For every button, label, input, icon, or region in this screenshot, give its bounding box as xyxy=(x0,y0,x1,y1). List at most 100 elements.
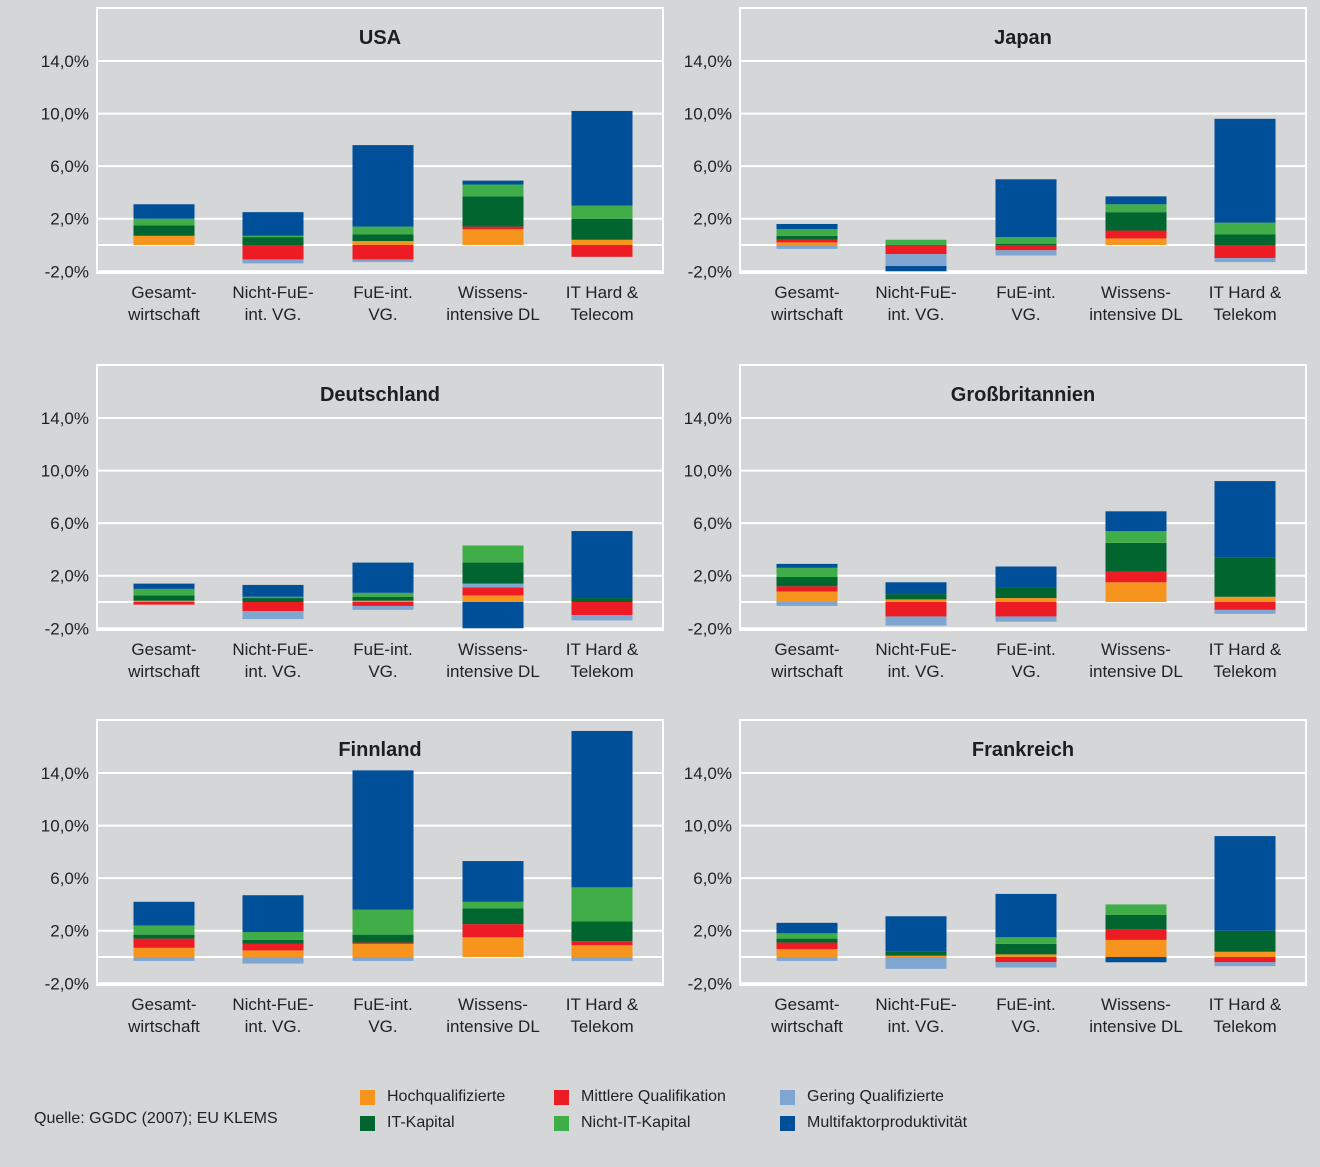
bar-mfp-2 xyxy=(242,895,304,933)
legend-swatch-it-kapital xyxy=(360,1115,375,1131)
category-label: int. VG. xyxy=(888,662,945,681)
category-label: int. VG. xyxy=(245,1017,302,1036)
bar-mittel-1 xyxy=(776,239,838,243)
bar-nitk-2 xyxy=(885,239,947,245)
bar-mfp-2 xyxy=(242,584,304,597)
panel-japan: 14,0% 10,0% 6,0% 2,0% -2,0% Gesamt-wirtschaft… xyxy=(684,7,1307,324)
bar-mittel-3 xyxy=(352,602,414,606)
y-tick-label: -2,0% xyxy=(45,619,89,638)
y-tick-label: 10,0% xyxy=(41,817,89,836)
bar-mfp-3 xyxy=(352,562,414,593)
bar-hoch-3 xyxy=(352,241,414,245)
bar-nitk-2 xyxy=(242,235,304,238)
y-tick-label: 6,0% xyxy=(693,869,732,888)
legend-swatch-multifaktorproduktivitaet xyxy=(780,1115,795,1131)
bar-mittel-3 xyxy=(352,245,414,260)
bar-nitk-3 xyxy=(995,937,1057,944)
bar-itk-4 xyxy=(1105,914,1167,930)
category-label: FuE-int. xyxy=(353,995,413,1014)
category-label: intensive DL xyxy=(446,305,540,324)
category-label: Nicht-FuE- xyxy=(232,283,313,302)
bar-mfp-4 xyxy=(1105,196,1167,205)
bar-hoch-4 xyxy=(1105,238,1167,245)
panel-title: Großbritannien xyxy=(951,384,1095,406)
bar-hoch-1 xyxy=(133,600,195,602)
category-label: Gesamt- xyxy=(774,283,839,302)
y-tick-label: -2,0% xyxy=(688,262,732,281)
bar-mfp-1 xyxy=(776,223,838,230)
bar-mfp-5 xyxy=(1214,836,1276,931)
y-tick-label: 10,0% xyxy=(41,462,89,481)
legend-item-hochqualifizierte: Hochqualifizierte xyxy=(360,1088,554,1106)
category-label: VG. xyxy=(1011,305,1040,324)
bar-mfp-4 xyxy=(1105,511,1167,532)
bar-mittel-5 xyxy=(571,602,633,616)
category-label: FuE-int. xyxy=(996,995,1056,1014)
category-label: Wissens- xyxy=(458,283,528,302)
panel-title: Japan xyxy=(994,27,1052,49)
category-label: intensive DL xyxy=(446,1017,540,1036)
bar-mittel-2 xyxy=(242,943,304,951)
category-label: IT Hard & xyxy=(1209,283,1282,302)
y-tick-label: 10,0% xyxy=(684,105,732,124)
legend-item-multifaktorproduktivitaet: Multifaktorproduktivität xyxy=(780,1114,1020,1132)
legend-swatch-hochqualifizierte xyxy=(360,1089,375,1105)
y-tick-label: 6,0% xyxy=(693,157,732,176)
panel-frankreich: 14,0% 10,0% 6,0% 2,0% -2,0% Gesamt-wirtschaft… xyxy=(684,719,1307,1036)
bar-mfp-1 xyxy=(776,922,838,934)
bar-gering-5 xyxy=(571,615,633,621)
y-tick-label: -2,0% xyxy=(688,619,732,638)
legend-item-nicht-it-kapital: Nicht-IT-Kapital xyxy=(554,1114,780,1132)
bar-nitk-1 xyxy=(133,588,195,596)
category-label: intensive DL xyxy=(1089,1017,1183,1036)
bar-nitk-1 xyxy=(133,218,195,226)
bar-mittel-3 xyxy=(352,942,414,944)
bar-mittel-5 xyxy=(571,245,633,257)
panel-finnland: 14,0% 10,0% 6,0% 2,0% -2,0% Gesamt-wirtschaft… xyxy=(41,719,664,1036)
bar-gering-3 xyxy=(995,962,1057,968)
bar-hoch-5 xyxy=(1214,596,1276,602)
category-label: Telecom xyxy=(570,305,633,324)
bar-gering-1 xyxy=(776,602,838,606)
category-label: Gesamt- xyxy=(131,283,196,302)
legend-swatch-gering-qualifizierte xyxy=(780,1089,795,1105)
bar-gering-2 xyxy=(885,616,947,626)
bar-mfp-5 xyxy=(571,531,633,599)
bar-mfp-1 xyxy=(133,204,195,219)
bar-mfp-4 xyxy=(1105,957,1167,963)
charts-svg: 14,0% 10,0% 6,0% 2,0% -2,0% Gesamt-wirtschaft… xyxy=(41,7,1307,1036)
bar-mittel-2 xyxy=(242,245,304,260)
bar-hoch-2 xyxy=(885,955,947,957)
y-tick-label: 6,0% xyxy=(50,157,89,176)
category-label: int. VG. xyxy=(888,305,945,324)
bar-gering-5 xyxy=(1214,609,1276,614)
bar-gering-1 xyxy=(776,957,838,961)
bar-hoch-5 xyxy=(1214,951,1276,957)
bar-gering-2 xyxy=(885,957,947,969)
bar-mittel-1 xyxy=(776,942,838,950)
bar-mfp-5 xyxy=(571,730,633,888)
bar-itk-1 xyxy=(776,235,838,240)
bar-mittel-5 xyxy=(1214,602,1276,610)
bar-mfp-3 xyxy=(995,893,1057,938)
bar-itk-5 xyxy=(571,921,633,942)
panel-usa: 14,0% 10,0% 6,0% 2,0% -2,0% Gesamt-wirtschaft… xyxy=(41,7,664,324)
category-label: IT Hard & xyxy=(566,995,639,1014)
y-tick-label: 2,0% xyxy=(50,210,89,229)
y-tick-label: 2,0% xyxy=(693,922,732,941)
y-tick-label: -2,0% xyxy=(688,974,732,993)
category-label: intensive DL xyxy=(1089,305,1183,324)
bar-itk-2 xyxy=(885,951,947,956)
category-label: Nicht-FuE- xyxy=(232,640,313,659)
bar-itk-1 xyxy=(776,577,838,587)
bar-mittel-5 xyxy=(1214,245,1276,259)
category-label: IT Hard & xyxy=(566,283,639,302)
category-label: intensive DL xyxy=(446,662,540,681)
legend-label-nicht-it-kapital: Nicht-IT-Kapital xyxy=(581,1114,691,1131)
bar-gering-2 xyxy=(242,611,304,620)
bar-mittel-4 xyxy=(462,226,524,230)
legend-item-it-kapital: IT-Kapital xyxy=(360,1114,554,1132)
category-label: Nicht-FuE- xyxy=(875,640,956,659)
bar-itk-5 xyxy=(1214,930,1276,952)
y-tick-label: 2,0% xyxy=(50,567,89,586)
